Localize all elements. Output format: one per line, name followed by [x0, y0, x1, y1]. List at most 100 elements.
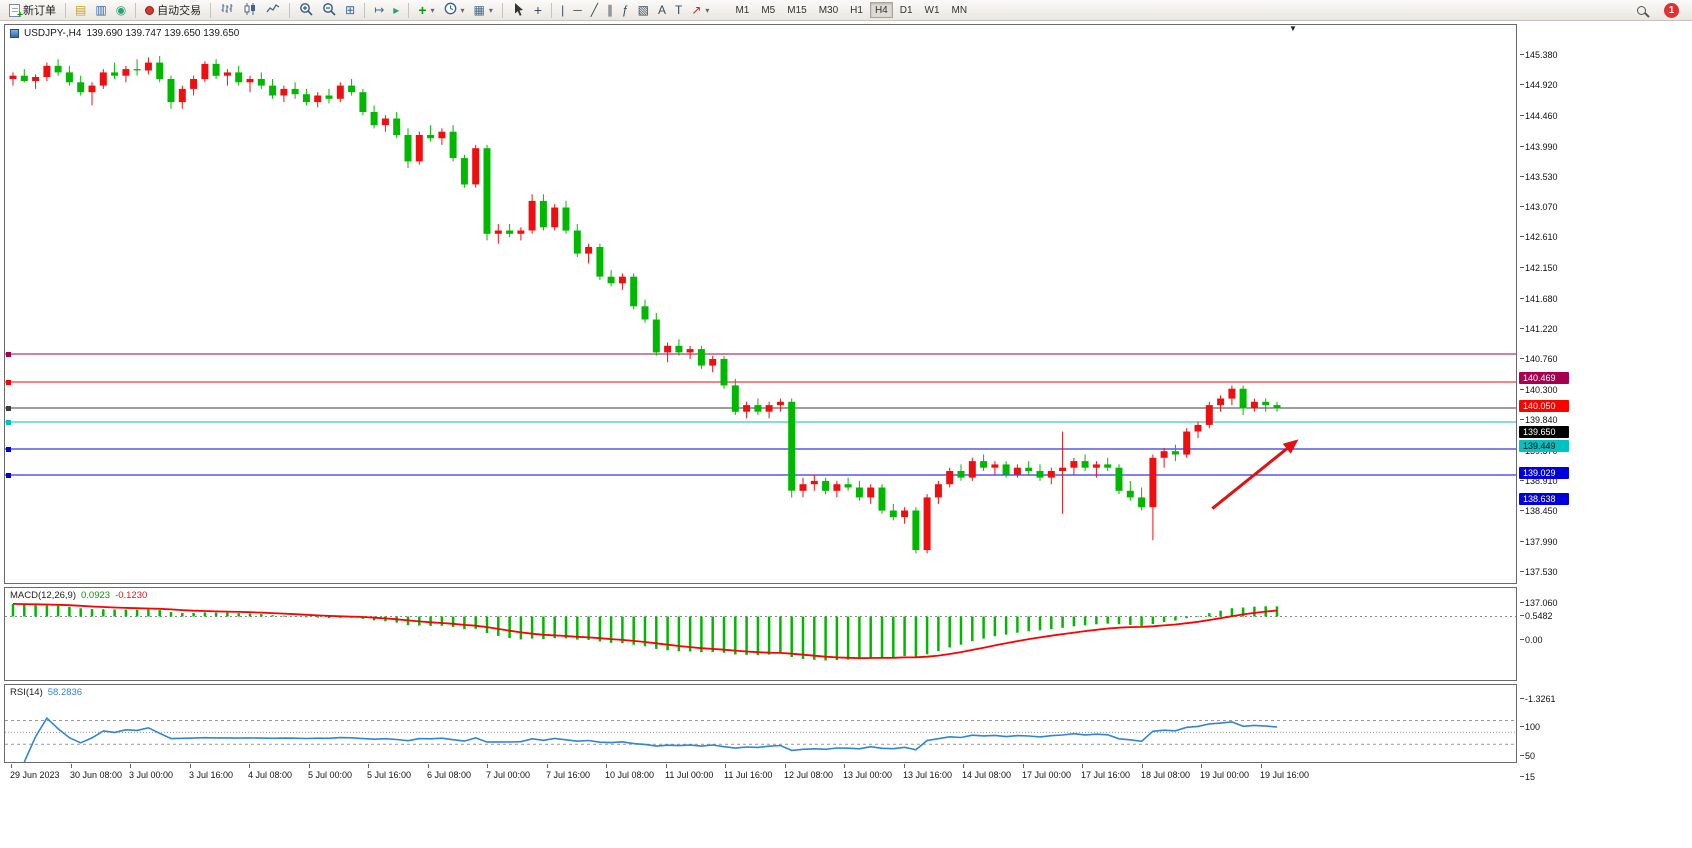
time-tick-label: 13 Jul 00:00	[843, 764, 893, 780]
time-axis[interactable]: 29 Jun 2023 30 Jun 08:00 3 Jul 00:00 3 Jul …	[4, 764, 1517, 784]
templates-button[interactable]: ▦ ▾	[470, 1, 497, 19]
time-tick-label: 7 Jul 16:00	[546, 764, 591, 780]
cursor-tool-button[interactable]	[508, 1, 529, 19]
periods-button[interactable]: ▾	[440, 1, 469, 19]
candlestick-chart-button[interactable]	[239, 1, 261, 19]
price-tick-label: 141.680	[1520, 294, 1558, 304]
line-chart-icon	[266, 3, 280, 18]
indicators-button[interactable]: + ▾	[414, 1, 438, 19]
time-tick-label: 18 Jul 08:00	[1141, 764, 1191, 780]
indicators-icon: +	[418, 1, 427, 18]
current-bar-marker: ▼	[1289, 24, 1297, 33]
data-window-button[interactable]: ▥	[91, 1, 110, 19]
price-tick-label: 137.990	[1520, 537, 1558, 547]
trendline-tool-button[interactable]: ╱	[587, 1, 602, 19]
toolbar-separator	[408, 2, 410, 18]
timeframe-D1-button[interactable]: D1	[895, 2, 918, 18]
channel-tool-button[interactable]: ∥	[603, 1, 617, 19]
horizontal-line-tool-button[interactable]: ─	[569, 1, 586, 19]
macd-panel: MACD(12,26,9) 0.0923 -0.1230	[4, 587, 1517, 681]
chart-shift-icon: ↦	[374, 2, 385, 17]
arrows-tool-button[interactable]: ↗ ▾	[687, 1, 713, 19]
time-tick-label: 12 Jul 08:00	[784, 764, 834, 780]
tile-windows-button[interactable]: ⊞	[341, 1, 359, 19]
horizontal-line-icon: ─	[573, 2, 582, 17]
crosshair-tool-button[interactable]: +	[530, 1, 546, 19]
chart-window-icon	[10, 29, 19, 38]
macd-name: MACD(12,26,9)	[10, 590, 76, 601]
price-tick-label: 142.610	[1520, 232, 1558, 242]
main-toolbar: 新订单 ▤ ▥ ◉ 自动交易 ⊞ ↦ ▸ +	[0, 0, 1692, 21]
navigator-button[interactable]: ◉	[112, 1, 130, 19]
vertical-line-tool-button[interactable]: |	[557, 1, 568, 19]
profiles-icon: ▤	[75, 2, 87, 17]
price-line-tag: 140.050	[1519, 400, 1569, 412]
text-label-tool-button[interactable]: T	[671, 1, 686, 19]
rsi-value: 58.2836	[47, 687, 83, 698]
toolbar-separator	[289, 2, 291, 18]
chart-shift-button[interactable]: ↦	[370, 1, 388, 19]
new-order-label: 新订单	[23, 5, 56, 17]
time-tick-label: 19 Jul 16:00	[1260, 764, 1310, 780]
price-line-tag: 139.650	[1519, 426, 1569, 438]
toolbar-separator	[65, 2, 66, 18]
new-order-button[interactable]: 新订单	[5, 1, 60, 21]
toolbar-separator	[135, 2, 137, 18]
time-tick-label: 10 Jul 08:00	[605, 764, 655, 780]
price-tick-label: 145.380	[1520, 50, 1558, 60]
time-tick-label: 11 Jul 00:00	[665, 764, 714, 780]
text-icon: A	[658, 2, 667, 17]
chevron-down-icon: ▾	[705, 5, 710, 15]
time-tick-label: 17 Jul 00:00	[1022, 764, 1072, 780]
price-tick-label: 143.530	[1520, 172, 1558, 182]
bar-chart-button[interactable]	[216, 1, 238, 19]
line-chart-button[interactable]	[262, 1, 284, 19]
price-tick-label: 140.760	[1520, 354, 1558, 364]
rsi-chart[interactable]	[5, 685, 1516, 762]
macd-chart[interactable]	[5, 588, 1516, 680]
clock-icon	[444, 2, 457, 18]
time-tick-label: 14 Jul 08:00	[962, 764, 1012, 780]
price-tick-label: 144.920	[1520, 80, 1558, 90]
rsi-scale-label: 50	[1519, 751, 1536, 761]
auto-scroll-button[interactable]: ▸	[389, 1, 403, 19]
timeframe-M5-button[interactable]: M5	[756, 2, 780, 18]
trendline-icon: ╱	[590, 2, 598, 17]
timeframe-MN-button[interactable]: MN	[947, 2, 973, 18]
price-tick-label: 138.450	[1520, 506, 1558, 516]
notification-badge[interactable]: 1	[1664, 2, 1679, 18]
time-tick-label: 3 Jul 00:00	[129, 764, 174, 780]
price-tick-label: 139.840	[1520, 415, 1558, 425]
arrow-tool-icon: ↗	[691, 2, 702, 17]
search-button[interactable]	[1633, 1, 1650, 19]
timeframe-M15-button[interactable]: M15	[782, 2, 811, 18]
price-scale[interactable]: 145.380 144.920 144.460 143.990 143.530 143.0…	[1518, 24, 1576, 782]
tile-windows-icon: ⊞	[345, 2, 356, 17]
text-label-icon: T	[675, 2, 683, 17]
candlestick-chart[interactable]	[5, 25, 1516, 583]
rsi-label: RSI(14) 58.2836	[10, 687, 82, 698]
zoom-out-button[interactable]	[318, 1, 340, 19]
shapes-icon: ▧	[637, 2, 649, 17]
shapes-tool-button[interactable]: ▧	[634, 1, 653, 19]
navigator-icon: ◉	[115, 2, 127, 17]
zoom-in-button[interactable]	[295, 1, 317, 19]
crosshair-icon: +	[533, 1, 543, 18]
timeframe-W1-button[interactable]: W1	[920, 2, 945, 18]
profiles-button[interactable]: ▤	[71, 1, 90, 19]
text-tool-button[interactable]: A	[654, 1, 670, 19]
chart-ohlc-values: 139.690 139.747 139.650 139.650	[86, 28, 240, 39]
time-tick-label: 19 Jul 00:00	[1200, 764, 1250, 780]
timeframe-H1-button[interactable]: H1	[845, 2, 868, 18]
price-tick-label: 140.300	[1520, 385, 1558, 395]
timeframe-H4-button[interactable]: H4	[869, 2, 893, 18]
fibonacci-tool-button[interactable]: ƒ	[618, 1, 633, 19]
timeframe-M30-button[interactable]: M30	[814, 2, 843, 18]
macd-label: MACD(12,26,9) 0.0923 -0.1230	[10, 590, 147, 601]
timeframe-M1-button[interactable]: M1	[730, 2, 754, 18]
macd-value: 0.0923	[81, 590, 111, 601]
fibonacci-icon: ƒ	[621, 2, 629, 17]
channel-icon: ∥	[606, 2, 613, 17]
autotrade-button[interactable]: 自动交易	[141, 1, 205, 19]
chevron-down-icon: ▾	[488, 5, 493, 15]
